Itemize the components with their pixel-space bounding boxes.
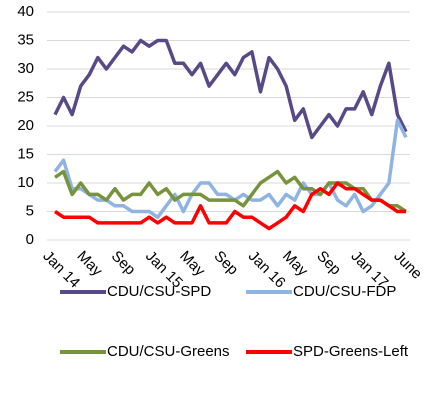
x-tick-label: Jan 14 (39, 248, 83, 292)
series-line (53, 38, 408, 140)
y-tick-label: 20 (17, 117, 34, 134)
legend-label: SPD-Greens-Left (293, 343, 409, 360)
legend-label: CDU/CSU-FDP (293, 283, 396, 300)
x-tick-label: Sep (211, 248, 242, 279)
series-line (54, 181, 406, 231)
legend-label: CDU/CSU-Greens (107, 343, 230, 360)
x-tick-label: June (390, 248, 425, 283)
series-line (53, 118, 408, 219)
y-tick-label: 40 (17, 3, 34, 20)
legend-label: CDU/CSU-SPD (107, 283, 211, 300)
y-tick-label: 35 (17, 31, 34, 48)
y-tick-label: 25 (17, 88, 34, 105)
series-line (54, 169, 407, 213)
x-tick-label: Sep (313, 248, 344, 279)
y-tick-label: 0 (26, 231, 34, 248)
y-tick-label: 30 (17, 60, 34, 77)
x-tick-label: Jan 16 (245, 248, 289, 292)
y-tick-label: 5 (26, 202, 34, 219)
y-tick-label: 10 (17, 174, 34, 191)
x-tick-label: Sep (108, 248, 139, 279)
y-tick-label: 15 (17, 145, 34, 162)
